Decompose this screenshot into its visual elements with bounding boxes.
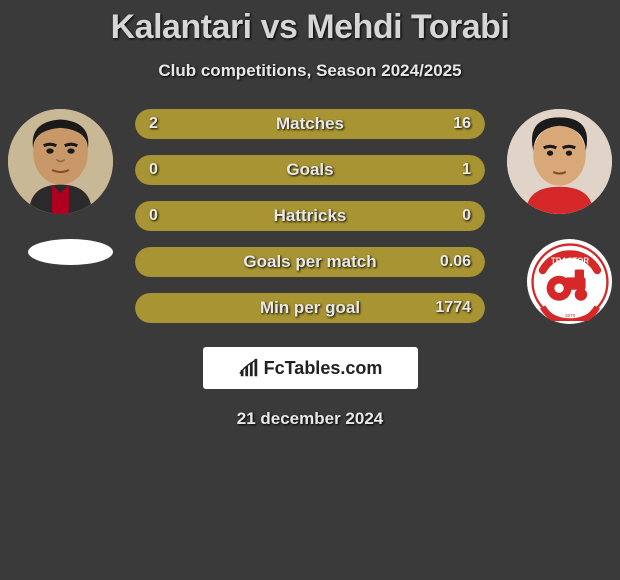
- tractor-club-icon: TRACTOR CLUB 1970: [531, 243, 609, 321]
- stats-area: TRACTOR CLUB 1970 216Matches 01Goals 00Hat…: [0, 109, 620, 339]
- stat-label: Goals per match: [135, 247, 485, 277]
- brand-badge: FcTables.com: [203, 347, 418, 389]
- stat-label: Min per goal: [135, 293, 485, 323]
- subtitle: Club competitions, Season 2024/2025: [0, 61, 620, 81]
- stat-row: 01Goals: [135, 155, 485, 185]
- stat-bars: 216Matches 01Goals 00Hattricks 0.06Goals pe…: [135, 109, 485, 339]
- stat-label: Hattricks: [135, 201, 485, 231]
- page-title: Kalantari vs Mehdi Torabi: [0, 8, 620, 47]
- chart-icon: [238, 357, 260, 379]
- avatar-face-icon: [507, 109, 612, 214]
- player-left-avatar: [8, 109, 113, 214]
- avatar-face-icon: [8, 109, 113, 214]
- svg-text:TRACTOR: TRACTOR: [551, 256, 589, 265]
- player-right-club-logo: TRACTOR CLUB 1970: [527, 239, 612, 324]
- svg-text:CLUB: CLUB: [561, 305, 579, 312]
- date-text: 21 december 2024: [0, 409, 620, 429]
- stat-row: 00Hattricks: [135, 201, 485, 231]
- stat-row: 1774Min per goal: [135, 293, 485, 323]
- stat-row: 0.06Goals per match: [135, 247, 485, 277]
- player-right-avatar: [507, 109, 612, 214]
- stat-label: Matches: [135, 109, 485, 139]
- svg-text:1970: 1970: [564, 313, 575, 318]
- stat-label: Goals: [135, 155, 485, 185]
- stat-row: 216Matches: [135, 109, 485, 139]
- brand-text: FcTables.com: [264, 358, 383, 379]
- comparison-card: Kalantari vs Mehdi Torabi Club competiti…: [0, 0, 620, 580]
- player-left-club-logo: [28, 239, 113, 265]
